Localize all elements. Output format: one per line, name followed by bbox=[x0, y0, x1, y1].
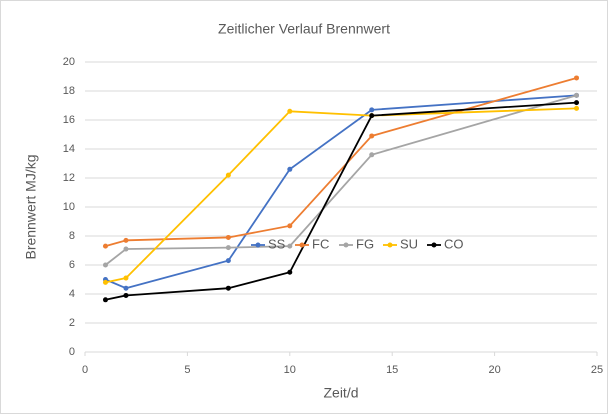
y-tick-label: 10 bbox=[63, 201, 75, 213]
data-point bbox=[287, 108, 293, 114]
x-tick-label: 5 bbox=[184, 364, 190, 376]
data-point bbox=[225, 285, 231, 291]
legend-label: FC bbox=[312, 236, 329, 251]
legend-marker bbox=[343, 242, 349, 248]
series-line bbox=[105, 94, 577, 290]
data-point bbox=[123, 237, 129, 243]
data-point bbox=[123, 292, 129, 298]
data-point bbox=[225, 234, 231, 240]
legend-label: FG bbox=[356, 236, 374, 251]
data-point bbox=[225, 258, 231, 264]
data-point bbox=[287, 243, 293, 249]
data-point bbox=[287, 166, 293, 172]
legend-marker bbox=[299, 242, 305, 248]
data-point bbox=[369, 113, 375, 119]
data-point bbox=[369, 133, 375, 139]
legend-marker bbox=[387, 242, 393, 248]
y-tick-label: 12 bbox=[63, 172, 75, 184]
data-point bbox=[369, 107, 375, 113]
data-point bbox=[123, 285, 129, 291]
data-point bbox=[574, 100, 580, 106]
data-point bbox=[574, 75, 580, 81]
data-point bbox=[102, 262, 108, 268]
y-tick-label: 0 bbox=[69, 346, 75, 358]
y-tick-label: 6 bbox=[69, 259, 75, 271]
x-axis-label: Zeit/d bbox=[323, 385, 358, 401]
data-point bbox=[102, 279, 108, 285]
y-tick-label: 2 bbox=[69, 317, 75, 329]
y-tick-label: 8 bbox=[69, 230, 75, 242]
legend-marker bbox=[255, 242, 261, 248]
data-point bbox=[102, 297, 108, 303]
y-axis-label: Brennwert MJ/kg bbox=[23, 154, 39, 259]
x-tick-label: 25 bbox=[591, 364, 603, 376]
data-point bbox=[287, 269, 293, 275]
data-point bbox=[225, 245, 231, 251]
data-point bbox=[287, 223, 293, 229]
legend-marker bbox=[431, 242, 437, 248]
series-line bbox=[105, 77, 577, 248]
x-tick-label: 10 bbox=[284, 364, 296, 376]
series-line bbox=[105, 107, 577, 284]
y-tick-label: 14 bbox=[63, 143, 75, 155]
data-point bbox=[123, 275, 129, 281]
data-point bbox=[123, 246, 129, 252]
x-tick-label: 20 bbox=[488, 364, 500, 376]
x-tick-label: 0 bbox=[82, 364, 88, 376]
data-point bbox=[574, 92, 580, 98]
legend-label: SS bbox=[268, 236, 286, 251]
data-point bbox=[574, 105, 580, 111]
y-tick-label: 20 bbox=[63, 56, 75, 68]
x-tick-label: 15 bbox=[386, 364, 398, 376]
data-point bbox=[102, 243, 108, 249]
legend-label: CO bbox=[444, 236, 464, 251]
chart-title: Zeitlicher Verlauf Brennwert bbox=[218, 21, 390, 37]
data-point bbox=[225, 172, 231, 178]
y-tick-label: 18 bbox=[63, 85, 75, 97]
y-tick-label: 16 bbox=[63, 114, 75, 126]
legend-label: SU bbox=[400, 236, 418, 251]
data-point bbox=[369, 152, 375, 158]
series-line bbox=[105, 101, 577, 301]
y-tick-label: 4 bbox=[69, 288, 75, 300]
